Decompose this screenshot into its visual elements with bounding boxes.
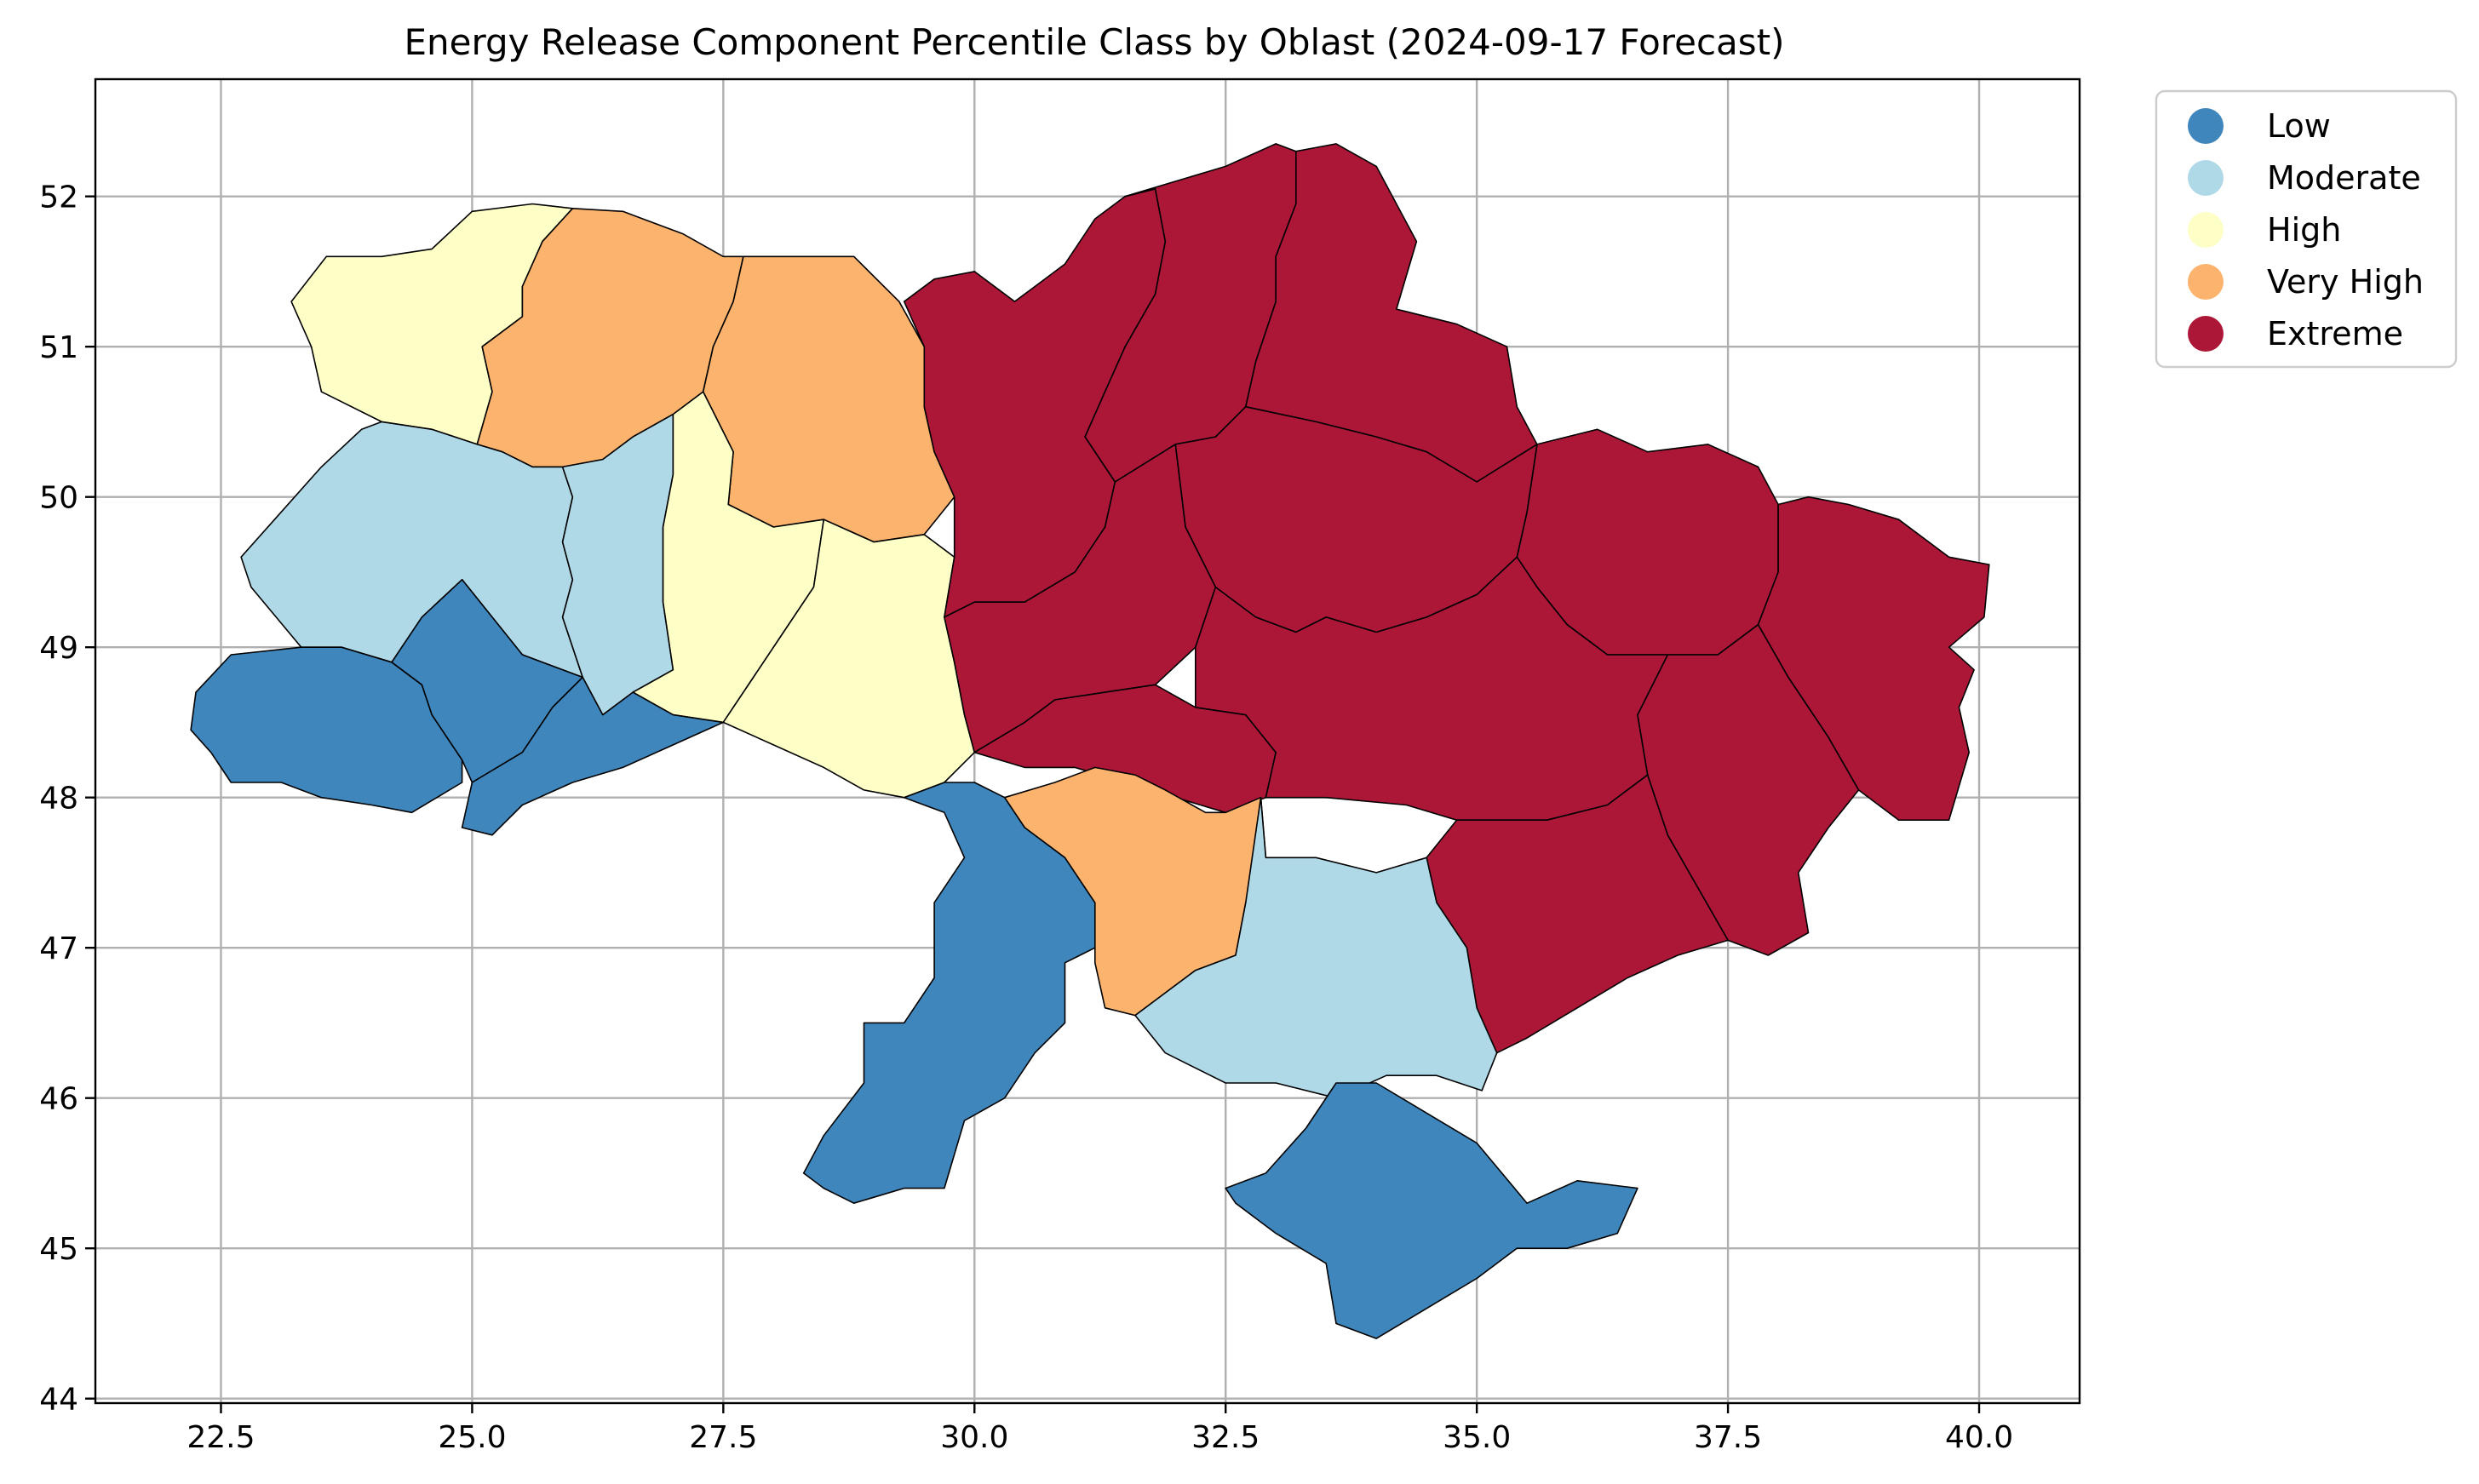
y-tick-label-4: 48 <box>39 782 78 816</box>
legend-label-1: Moderate <box>2267 159 2421 197</box>
x-tick-label-6: 37.5 <box>1694 1420 1762 1455</box>
region-9 <box>461 676 725 836</box>
y-tick-label-2: 46 <box>39 1082 78 1117</box>
y-tick-label-0: 44 <box>39 1383 78 1418</box>
x-tick-label-4: 32.5 <box>1191 1420 1260 1455</box>
legend-marker-0 <box>2188 108 2224 144</box>
legend: Low Moderate High Very High Extreme <box>2155 89 2458 369</box>
x-tick-label-0: 22.5 <box>186 1420 255 1455</box>
legend-label-0: Low <box>2267 107 2331 145</box>
legend-label-3: Very High <box>2267 263 2424 301</box>
x-tick-label-3: 30.0 <box>940 1420 1008 1455</box>
y-tick-label-8: 52 <box>39 180 78 215</box>
x-tick-label-2: 27.5 <box>689 1420 757 1455</box>
y-tick-label-7: 51 <box>39 330 78 365</box>
legend-marker-3 <box>2188 264 2224 300</box>
region-layer <box>190 143 1990 1339</box>
region-19 <box>1195 556 1669 822</box>
plot-frame <box>94 77 2081 1405</box>
chart-title: Energy Release Component Percentile Clas… <box>404 21 1784 63</box>
x-axis: 22.5 25.0 27.5 30.0 32.5 35.0 37.5 40.0 <box>186 1403 2013 1455</box>
legend-label-2: High <box>2267 211 2341 249</box>
y-tick-label-6: 50 <box>39 481 78 516</box>
y-tick-label-5: 49 <box>39 631 78 666</box>
region-24 <box>1225 1082 1638 1339</box>
y-tick-label-3: 47 <box>39 931 78 966</box>
legend-label-4: Extreme <box>2267 315 2403 352</box>
x-tick-label-1: 25.0 <box>438 1420 506 1455</box>
x-tick-label-5: 35.0 <box>1443 1420 1511 1455</box>
x-tick-label-7: 40.0 <box>1945 1420 2013 1455</box>
legend-box <box>2155 89 2458 369</box>
legend-marker-2 <box>2188 212 2224 248</box>
y-axis: 44 45 46 47 48 49 50 51 52 <box>39 180 95 1418</box>
legend-marker-1 <box>2188 160 2224 196</box>
legend-marker-4 <box>2188 316 2224 352</box>
region-23 <box>1134 796 1498 1099</box>
y-tick-label-1: 45 <box>39 1232 78 1267</box>
